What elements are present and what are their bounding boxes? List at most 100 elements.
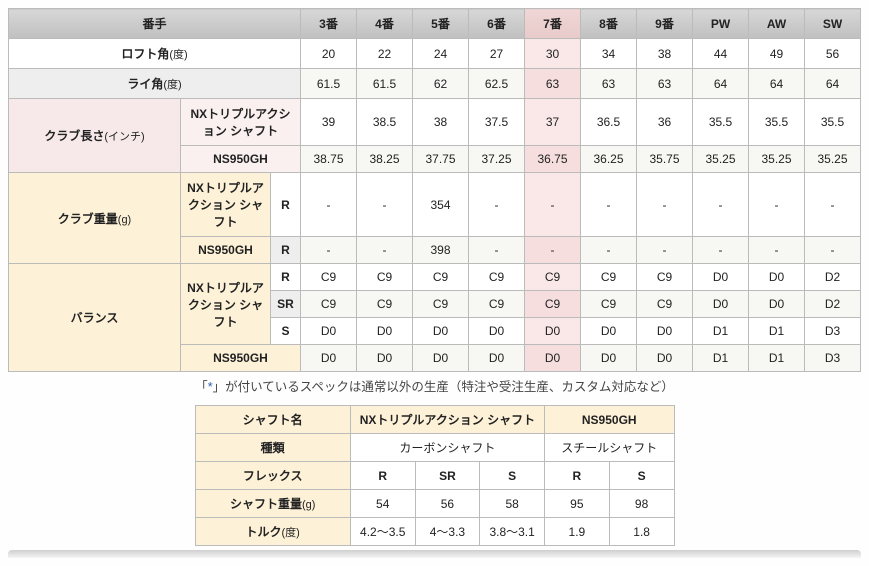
weight-nx-val: -	[525, 173, 581, 237]
shaft-flex: R	[350, 462, 415, 490]
club-header: 4番	[357, 9, 413, 39]
shaft-flex: S	[480, 462, 545, 490]
length-nx-val: 37	[525, 99, 581, 146]
club-header: 3番	[301, 9, 357, 39]
weight-nx-flex: R	[271, 173, 301, 237]
shaft-flex: R	[545, 462, 610, 490]
lie-val: 61.5	[357, 69, 413, 99]
lie-val: 63	[581, 69, 637, 99]
length-ns-val: 37.25	[469, 146, 525, 173]
balance-val: D0	[469, 345, 525, 372]
shaft-name-header: シャフト名	[195, 406, 350, 434]
length-ns-val: 35.25	[805, 146, 861, 173]
balance-val: C9	[525, 264, 581, 291]
balance-nx-label: NXトリプルアクション シャフト	[181, 264, 271, 345]
weight-group-label: クラブ重量(g)	[9, 173, 181, 264]
balance-val: D0	[581, 318, 637, 345]
balance-val: C9	[469, 264, 525, 291]
loft-val: 34	[581, 39, 637, 69]
balance-val: D0	[413, 345, 469, 372]
balance-val: D1	[693, 318, 749, 345]
lie-val: 61.5	[301, 69, 357, 99]
weight-ns-val: -	[637, 237, 693, 264]
weight-ns-val: -	[805, 237, 861, 264]
weight-ns-val: -	[581, 237, 637, 264]
length-nx-label: NXトリプルアクション シャフト	[181, 99, 301, 146]
shaft-torque: 4～3.3	[415, 518, 480, 546]
length-group-label: クラブ長さ(インチ)	[9, 99, 181, 173]
lie-val: 64	[749, 69, 805, 99]
balance-val: D0	[637, 318, 693, 345]
shaft-flex: SR	[415, 462, 480, 490]
loft-val: 38	[637, 39, 693, 69]
shaft-weight-header: シャフト重量(g)	[195, 490, 350, 518]
lie-val: 64	[693, 69, 749, 99]
weight-nx-val: -	[301, 173, 357, 237]
loft-val: 30	[525, 39, 581, 69]
length-ns-val: 35.75	[637, 146, 693, 173]
balance-nx-flex: S	[271, 318, 301, 345]
shaft-weight: 95	[545, 490, 610, 518]
shaft-torque: 4.2～3.5	[350, 518, 415, 546]
balance-val: D0	[693, 264, 749, 291]
length-nx-val: 35.5	[749, 99, 805, 146]
loft-val: 20	[301, 39, 357, 69]
lie-val: 63	[525, 69, 581, 99]
bottom-shadow	[8, 550, 861, 558]
balance-ns-label: NS950GH	[181, 345, 301, 372]
length-ns-val: 38.75	[301, 146, 357, 173]
balance-val: D0	[525, 318, 581, 345]
balance-val: D1	[693, 345, 749, 372]
balance-val: D0	[301, 345, 357, 372]
length-nx-val: 38	[413, 99, 469, 146]
loft-val: 22	[357, 39, 413, 69]
length-ns-val: 36.75	[525, 146, 581, 173]
loft-val: 27	[469, 39, 525, 69]
shaft-ns-name: NS950GH	[545, 406, 675, 434]
lie-val: 62.5	[469, 69, 525, 99]
balance-val: D0	[581, 345, 637, 372]
weight-nx-label: NXトリプルアクション シャフト	[181, 173, 271, 237]
shaft-ns-type: スチールシャフト	[545, 434, 675, 462]
weight-ns-val: -	[749, 237, 805, 264]
loft-label: ロフト角(度)	[9, 39, 301, 69]
shaft-torque-header: トルク(度)	[195, 518, 350, 546]
balance-val: D0	[413, 318, 469, 345]
shaft-weight: 98	[609, 490, 674, 518]
length-nx-val: 35.5	[805, 99, 861, 146]
length-ns-val: 37.75	[413, 146, 469, 173]
balance-val: C9	[637, 291, 693, 318]
balance-val: C9	[581, 264, 637, 291]
shaft-torque: 1.8	[609, 518, 674, 546]
length-nx-val: 35.5	[693, 99, 749, 146]
club-header-highlight: 7番	[525, 9, 581, 39]
length-ns-val: 36.25	[581, 146, 637, 173]
length-nx-val: 38.5	[357, 99, 413, 146]
weight-nx-val: -	[357, 173, 413, 237]
club-header: 9番	[637, 9, 693, 39]
shaft-torque: 3.8～3.1	[480, 518, 545, 546]
lie-val: 64	[805, 69, 861, 99]
club-header: AW	[749, 9, 805, 39]
weight-nx-val: -	[749, 173, 805, 237]
weight-nx-val: -	[805, 173, 861, 237]
balance-val: D3	[805, 345, 861, 372]
balance-val: C9	[637, 264, 693, 291]
shaft-nx-name: NXトリプルアクション シャフト	[350, 406, 544, 434]
shaft-table: シャフト名 NXトリプルアクション シャフト NS950GH 種類 カーボンシャ…	[195, 405, 675, 546]
balance-val: D0	[301, 318, 357, 345]
shaft-weight: 58	[480, 490, 545, 518]
balance-val: D2	[805, 264, 861, 291]
weight-nx-val: -	[581, 173, 637, 237]
shaft-nx-type: カーボンシャフト	[350, 434, 544, 462]
balance-group-label: バランス	[9, 264, 181, 372]
club-header: PW	[693, 9, 749, 39]
balance-val: D3	[805, 318, 861, 345]
weight-ns-val: -	[693, 237, 749, 264]
balance-val: C9	[301, 291, 357, 318]
balance-val: C9	[413, 264, 469, 291]
balance-val: C9	[525, 291, 581, 318]
balance-val: D1	[749, 318, 805, 345]
balance-val: D2	[805, 291, 861, 318]
balance-val: D0	[749, 291, 805, 318]
